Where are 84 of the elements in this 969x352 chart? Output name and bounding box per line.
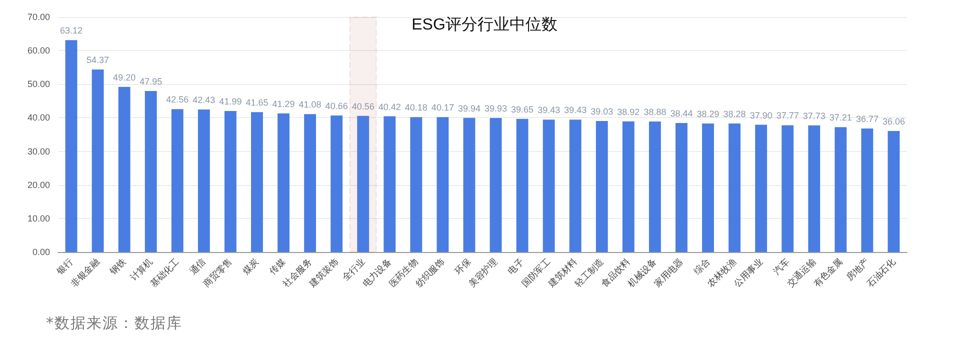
bar — [622, 121, 634, 252]
data-label: 41.08 — [298, 100, 322, 110]
data-label: 38.29 — [696, 108, 720, 119]
data-label: 41.65 — [246, 98, 268, 108]
data-label: 37.77 — [776, 110, 799, 121]
y-tick-label: 10.00 — [27, 213, 50, 224]
x-tick-label: 电子 — [506, 256, 526, 276]
data-label: 38.92 — [617, 106, 640, 117]
bar — [384, 116, 396, 252]
data-label: 49.20 — [113, 72, 136, 82]
bar — [490, 118, 502, 252]
x-tick-label: 石油石化 — [864, 256, 898, 289]
x-tick-label: 环保 — [452, 256, 473, 276]
bar — [304, 114, 316, 252]
data-label: 39.43 — [538, 105, 560, 116]
y-tick-label: 30.00 — [27, 146, 50, 156]
bar — [834, 127, 847, 252]
data-label: 39.93 — [484, 103, 508, 114]
bar — [808, 125, 820, 252]
x-tick-label: 传媒 — [267, 256, 288, 276]
data-label: 40.17 — [431, 102, 454, 113]
bar — [436, 117, 449, 252]
data-label: 42.43 — [192, 95, 216, 106]
y-tick-label: 40.00 — [27, 112, 50, 123]
data-label: 39.94 — [458, 103, 480, 114]
bar — [782, 125, 794, 252]
bar — [65, 40, 78, 252]
bar — [702, 123, 714, 252]
chart-title: ESG评分行业中位数 — [412, 16, 558, 34]
data-label: 41.99 — [219, 96, 242, 107]
y-tick-label: 20.00 — [27, 180, 50, 190]
bar — [728, 123, 741, 252]
bar — [251, 112, 263, 252]
data-label: 41.29 — [272, 98, 295, 109]
bar — [755, 124, 768, 252]
y-tick-label: 70.00 — [27, 12, 50, 22]
bar — [888, 130, 900, 252]
y-tick-label: 0.00 — [32, 247, 50, 257]
data-label: 40.66 — [325, 101, 348, 111]
data-label: 38.28 — [723, 108, 746, 119]
data-label: 40.42 — [378, 102, 401, 112]
bar — [357, 116, 370, 252]
bar — [92, 69, 104, 252]
data-label: 54.37 — [86, 54, 110, 65]
y-tick-label: 60.00 — [27, 46, 50, 56]
bar — [861, 128, 874, 252]
bar — [224, 111, 236, 252]
data-label: 39.65 — [511, 104, 534, 114]
bar — [648, 121, 661, 252]
bar — [171, 109, 184, 252]
bar — [330, 116, 343, 252]
text: *数据来源：数据库 — [46, 314, 182, 333]
data-label: 63.12 — [60, 26, 83, 36]
data-label: 38.44 — [670, 108, 693, 118]
data-label: 37.90 — [750, 110, 772, 120]
x-tick-label: 银行 — [54, 256, 75, 277]
data-label: 42.56 — [166, 94, 189, 105]
bar — [198, 110, 210, 252]
bar — [463, 118, 476, 252]
x-tick-label: 煤炭 — [240, 256, 261, 276]
data-label: 47.95 — [140, 76, 162, 87]
bar — [516, 118, 528, 252]
bar — [410, 117, 422, 252]
data-label: 37.73 — [802, 110, 826, 121]
data-label: 36.06 — [882, 116, 905, 126]
data-label: 39.03 — [590, 106, 614, 116]
data-label: 40.18 — [404, 102, 428, 113]
x-tick-label: 汽车 — [771, 256, 792, 276]
x-tick-label: 通信 — [188, 256, 208, 276]
data-label: 37.21 — [829, 112, 852, 123]
data-label: 38.88 — [644, 106, 666, 117]
bar — [596, 120, 608, 252]
data-label: 40.56 — [352, 101, 374, 112]
bar — [676, 122, 688, 252]
x-tick-label: 综合 — [692, 256, 712, 276]
bar — [569, 120, 582, 252]
x-tick-label: 钢铁 — [107, 256, 128, 277]
bar — [542, 120, 555, 252]
bar — [278, 113, 290, 252]
bar — [144, 91, 157, 252]
data-label: 39.43 — [564, 105, 587, 116]
y-tick-label: 50.00 — [27, 79, 50, 90]
data-label: 36.77 — [856, 114, 878, 124]
bar — [118, 86, 130, 252]
